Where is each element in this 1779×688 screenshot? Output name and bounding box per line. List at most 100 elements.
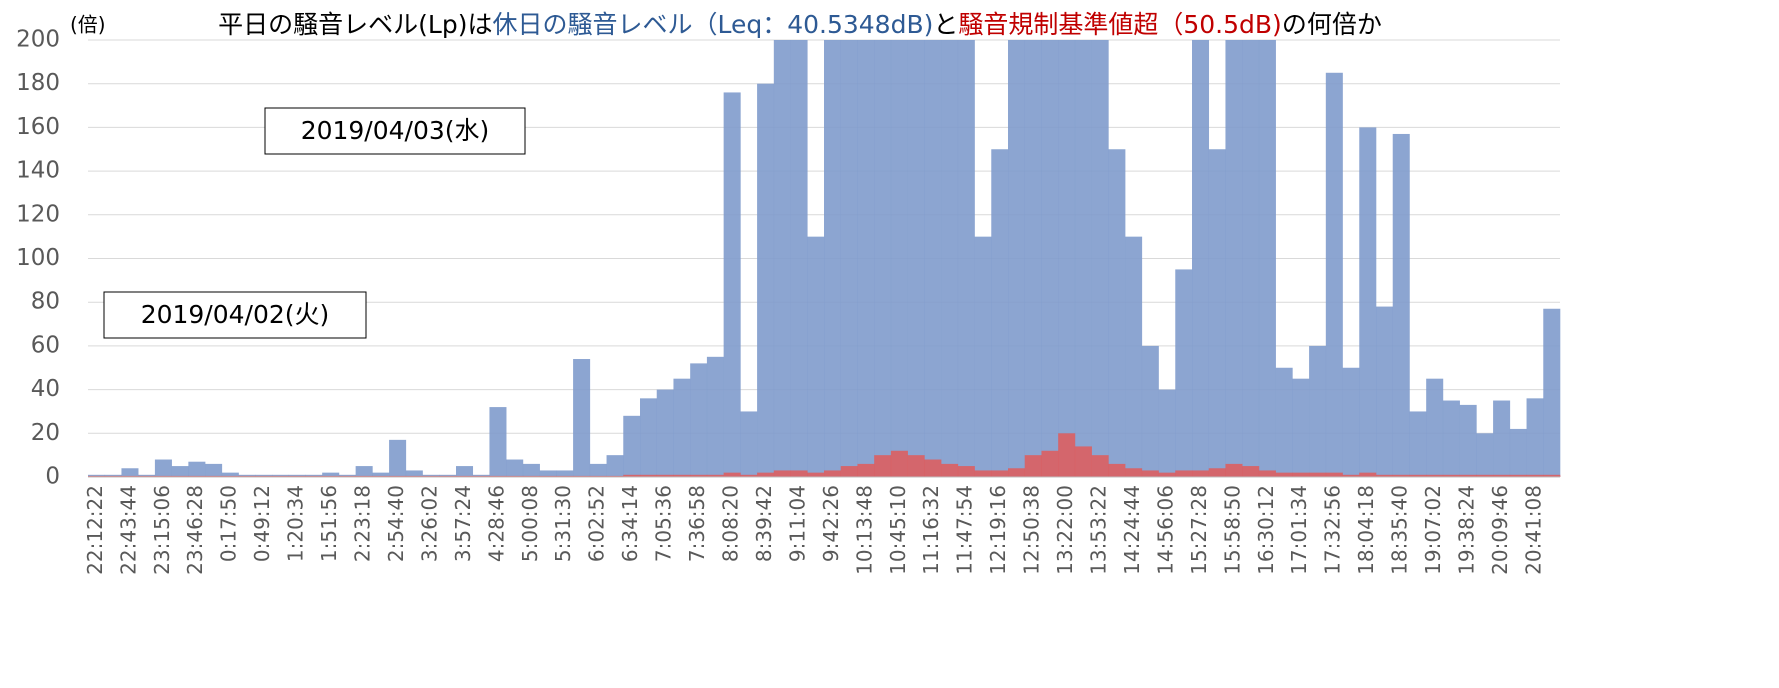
bar bbox=[840, 40, 858, 477]
bar bbox=[1409, 474, 1427, 477]
x-tick-label: 13:22:00 bbox=[1053, 485, 1077, 575]
bar bbox=[1258, 40, 1276, 477]
bar bbox=[1091, 40, 1109, 477]
bar bbox=[1008, 468, 1026, 477]
bar bbox=[205, 463, 223, 477]
bar bbox=[171, 475, 189, 477]
bar bbox=[1309, 345, 1327, 477]
bar bbox=[522, 463, 540, 477]
bar bbox=[556, 475, 574, 477]
y-tick-label: 160 bbox=[16, 114, 60, 140]
bar bbox=[338, 475, 356, 477]
bar bbox=[1024, 40, 1042, 477]
x-tick-label: 19:38:24 bbox=[1455, 485, 1479, 575]
bar bbox=[640, 474, 658, 477]
bar bbox=[1158, 472, 1176, 477]
bar bbox=[305, 475, 323, 477]
y-tick-label: 200 bbox=[16, 27, 60, 53]
bar bbox=[1442, 400, 1460, 477]
bar bbox=[1359, 127, 1377, 478]
x-tick-label: 8:39:42 bbox=[752, 485, 776, 562]
bar bbox=[205, 475, 223, 477]
bar bbox=[456, 475, 474, 477]
bar bbox=[790, 470, 808, 477]
bar bbox=[355, 466, 373, 477]
bar bbox=[456, 466, 474, 477]
bar bbox=[957, 466, 975, 477]
x-tick-label: 12:19:16 bbox=[986, 485, 1010, 575]
bar bbox=[238, 475, 256, 477]
bar bbox=[1459, 404, 1477, 477]
bar bbox=[1476, 474, 1494, 477]
bar bbox=[907, 40, 925, 477]
bar bbox=[405, 470, 423, 477]
bar bbox=[874, 455, 892, 477]
bar bbox=[1426, 378, 1444, 477]
bar bbox=[1275, 472, 1293, 477]
annotation: 2019/04/03(水) bbox=[301, 116, 490, 145]
bar bbox=[623, 474, 641, 477]
x-tick-label: 1:51:56 bbox=[317, 485, 341, 562]
bar bbox=[1376, 306, 1394, 477]
x-tick-label: 19:07:02 bbox=[1421, 485, 1445, 575]
x-tick-label: 14:56:06 bbox=[1153, 485, 1177, 575]
bar bbox=[1426, 474, 1444, 477]
bar bbox=[723, 92, 741, 477]
bar bbox=[1058, 40, 1076, 477]
bar bbox=[1376, 474, 1394, 477]
bar bbox=[991, 149, 1009, 477]
bar bbox=[890, 450, 908, 477]
bar bbox=[1459, 474, 1477, 477]
bar bbox=[1192, 40, 1210, 477]
bar bbox=[322, 475, 340, 477]
title-part: 休日の騒音レベル（Leq：40.5348dB) bbox=[492, 10, 933, 39]
bar bbox=[1493, 474, 1511, 477]
bar bbox=[1275, 367, 1293, 477]
bar bbox=[1041, 450, 1059, 477]
bar bbox=[422, 475, 440, 477]
bar bbox=[1526, 398, 1544, 477]
bar bbox=[539, 470, 557, 477]
chart-title: 平日の騒音レベル(Lp)は休日の騒音レベル（Leq：40.5348dB)と騒音規… bbox=[218, 10, 1382, 39]
bar bbox=[1091, 455, 1109, 477]
bar bbox=[372, 472, 390, 477]
bar bbox=[1192, 470, 1210, 477]
bar bbox=[1342, 367, 1360, 477]
bar bbox=[154, 459, 172, 477]
annotation: 2019/04/02(火) bbox=[141, 300, 330, 329]
x-tick-label: 6:34:14 bbox=[618, 485, 642, 562]
y-tick-label: 120 bbox=[16, 201, 60, 227]
bar bbox=[255, 475, 273, 477]
x-tick-label: 3:26:02 bbox=[417, 485, 441, 562]
y-tick-label: 180 bbox=[16, 70, 60, 96]
y-tick-label: 60 bbox=[31, 332, 60, 358]
x-tick-label: 15:27:28 bbox=[1187, 485, 1211, 575]
y-tick-label: 20 bbox=[31, 420, 60, 446]
bar bbox=[1342, 474, 1360, 477]
bar bbox=[1141, 345, 1159, 477]
y-tick-label: 80 bbox=[31, 289, 60, 315]
bar bbox=[1392, 133, 1410, 477]
bar bbox=[991, 470, 1009, 477]
x-tick-label: 11:16:32 bbox=[919, 485, 943, 575]
bar bbox=[188, 461, 206, 477]
bar bbox=[1108, 463, 1126, 477]
bar bbox=[1509, 428, 1527, 477]
x-tick-label: 20:41:08 bbox=[1521, 485, 1545, 575]
bar bbox=[221, 472, 239, 477]
bar bbox=[472, 475, 490, 477]
x-tick-label: 18:35:40 bbox=[1388, 485, 1412, 575]
bar bbox=[656, 474, 674, 477]
bar bbox=[1225, 40, 1243, 477]
bar bbox=[673, 474, 691, 477]
y-tick-label: 0 bbox=[45, 464, 60, 490]
bar bbox=[740, 474, 758, 477]
x-tick-label: 4:28:46 bbox=[484, 485, 508, 562]
title-part: 平日の騒音レベル(Lp)は bbox=[218, 10, 492, 39]
bar bbox=[1008, 40, 1026, 477]
bar bbox=[539, 475, 557, 477]
bar bbox=[589, 463, 607, 477]
bar bbox=[874, 40, 892, 477]
bar bbox=[1175, 269, 1193, 477]
